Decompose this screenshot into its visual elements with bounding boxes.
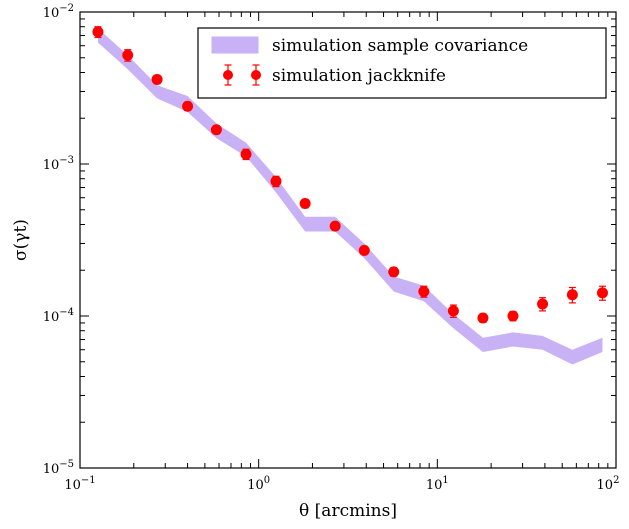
- data-point: [418, 285, 430, 298]
- tick-labels: 10−1 100 101 102 10−5 10−4 10−3 10−2: [43, 3, 620, 493]
- point-marker: [477, 312, 489, 324]
- point-marker: [299, 197, 311, 209]
- point-marker: [92, 26, 104, 38]
- y-tick-label: 10−4: [43, 307, 74, 325]
- point-marker: [537, 298, 549, 310]
- legend: simulation sample covariance simulation …: [197, 27, 607, 99]
- ticks-layer: [79, 11, 617, 469]
- legend-point-marker: [251, 70, 261, 80]
- legend-box: [197, 27, 607, 99]
- point-marker: [182, 100, 194, 112]
- x-tick-label: 101: [426, 475, 449, 493]
- point-marker: [596, 287, 608, 299]
- x-tick-label: 102: [597, 475, 620, 493]
- point-marker: [240, 148, 252, 160]
- point-marker: [566, 289, 578, 301]
- data-point: [537, 297, 549, 312]
- legend-point-marker: [223, 70, 233, 80]
- data-point: [182, 100, 194, 112]
- data-point: [270, 175, 282, 188]
- data-point: [566, 286, 578, 304]
- legend-label-band: simulation sample covariance: [272, 36, 528, 56]
- point-marker: [151, 73, 163, 85]
- points-layer: [92, 26, 608, 324]
- point-marker: [447, 305, 459, 317]
- point-marker: [270, 175, 282, 187]
- data-point: [92, 26, 104, 39]
- legend-label-errorbar: simulation jackknife: [272, 66, 446, 86]
- data-point: [299, 197, 311, 209]
- data-point: [329, 220, 341, 232]
- point-marker: [507, 310, 519, 322]
- plot-frame: [79, 11, 617, 469]
- data-point: [388, 266, 400, 278]
- point-marker: [358, 244, 370, 256]
- legend-swatch-band: [211, 36, 259, 54]
- point-marker: [418, 285, 430, 297]
- x-tick-label: 10−1: [64, 475, 95, 493]
- point-marker: [210, 124, 222, 136]
- data-point: [507, 310, 519, 322]
- data-point: [151, 73, 163, 85]
- x-tick-label: 100: [247, 475, 270, 493]
- y-axis-title: σ(γt): [11, 219, 31, 261]
- x-axis-title: θ [arcmins]: [299, 501, 397, 521]
- y-tick-label: 10−3: [43, 155, 74, 173]
- point-marker: [388, 266, 400, 278]
- data-point: [596, 285, 608, 301]
- data-point: [210, 124, 222, 136]
- data-point: [358, 244, 370, 256]
- data-point: [240, 148, 252, 161]
- data-point: [447, 304, 459, 318]
- point-marker: [122, 49, 134, 61]
- legend-marker-errorbar: [223, 64, 261, 86]
- y-tick-label: 10−5: [43, 459, 74, 477]
- data-point: [477, 312, 489, 324]
- y-tick-label: 10−2: [43, 3, 74, 21]
- data-point: [122, 49, 134, 62]
- point-marker: [329, 220, 341, 232]
